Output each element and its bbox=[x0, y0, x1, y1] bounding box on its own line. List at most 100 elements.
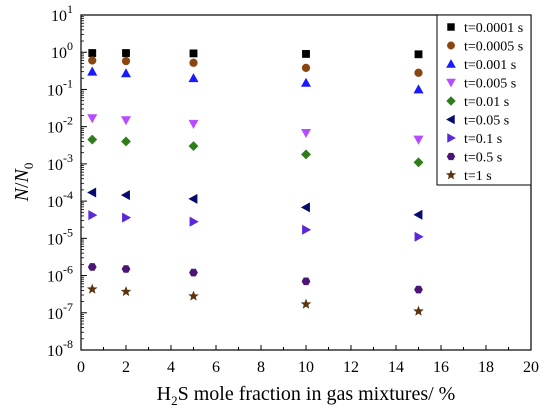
y-tick-base: 10 bbox=[47, 120, 63, 137]
legend-marker bbox=[446, 78, 456, 88]
data-point bbox=[414, 285, 423, 294]
data-point bbox=[301, 149, 311, 160]
data-points bbox=[86, 49, 424, 316]
y-tick-base: 10 bbox=[47, 306, 63, 323]
legend-label: t=0.5 s bbox=[464, 151, 502, 166]
y-tick-base: 10 bbox=[51, 45, 67, 62]
data-point bbox=[413, 209, 423, 220]
data-point bbox=[87, 134, 98, 145]
data-point bbox=[87, 66, 98, 76]
y-tick-exp: -5 bbox=[63, 225, 73, 239]
x-tick-label: 4 bbox=[167, 359, 175, 376]
y-axis-title-slash: / bbox=[11, 182, 33, 188]
y-tick-label: 10-1 bbox=[47, 76, 73, 99]
y-tick-exp: -7 bbox=[63, 300, 73, 314]
data-point bbox=[188, 193, 198, 204]
y-tick-exp: 0 bbox=[67, 39, 73, 53]
legend-label: t=0.0001 s bbox=[464, 21, 523, 36]
y-tick-exp: 1 bbox=[67, 2, 73, 16]
data-point bbox=[300, 298, 312, 309]
data-point bbox=[188, 141, 199, 152]
legend-label: t=1 s bbox=[464, 169, 492, 184]
x-tick-label: 10 bbox=[298, 359, 314, 376]
data-point bbox=[413, 84, 424, 94]
y-tick-label: 10-3 bbox=[47, 151, 73, 174]
y-tick-label: 10-8 bbox=[47, 337, 73, 360]
legend-marker bbox=[447, 133, 456, 143]
data-point bbox=[120, 116, 132, 126]
data-point bbox=[413, 135, 424, 145]
data-point bbox=[87, 114, 98, 124]
legend-label: t=0.01 s bbox=[464, 95, 509, 110]
data-point bbox=[413, 305, 424, 316]
y-tick-label: 10-5 bbox=[47, 225, 73, 248]
y-tick-label: 10-4 bbox=[47, 188, 73, 211]
y-tick-base: 10 bbox=[47, 82, 63, 99]
data-point bbox=[121, 265, 131, 273]
y-tick-exp: -6 bbox=[63, 263, 73, 277]
x-tick-label: 8 bbox=[257, 359, 265, 376]
legend-marker bbox=[446, 59, 456, 68]
data-point bbox=[301, 63, 311, 72]
x-tick-label: 0 bbox=[77, 359, 85, 376]
data-point bbox=[88, 49, 97, 57]
x-axis: 0 2 4 6 8 10 12 14 16 18 20 bbox=[77, 345, 539, 376]
x-axis-title: H2S mole fraction in gas mixtures/ % bbox=[157, 383, 456, 408]
y-tick-label: 10-7 bbox=[47, 300, 73, 323]
y-tick-base: 10 bbox=[47, 157, 63, 174]
x-axis-title-sub: 2 bbox=[171, 393, 178, 408]
data-point bbox=[122, 212, 132, 223]
legend: t=0.0001 s t=0.0005 s t=0.001 s t=0.005 s t=… bbox=[436, 14, 532, 186]
data-point bbox=[189, 49, 198, 58]
data-point bbox=[87, 263, 97, 271]
data-point bbox=[300, 202, 310, 213]
legend-marker bbox=[446, 114, 455, 125]
data-point bbox=[189, 268, 198, 277]
y-tick-label: 10-2 bbox=[47, 114, 73, 137]
data-point bbox=[188, 119, 199, 129]
x-tick-label: 14 bbox=[388, 359, 404, 376]
legend-label: t=0.005 s bbox=[464, 77, 516, 92]
y-axis-title-sub0: 0 bbox=[21, 163, 36, 170]
legend-label: t=0.0005 s bbox=[464, 40, 523, 55]
data-point bbox=[414, 231, 424, 242]
y-tick-label: 100 bbox=[51, 39, 73, 62]
data-point bbox=[120, 68, 132, 78]
data-point bbox=[302, 224, 312, 235]
data-point bbox=[188, 290, 199, 301]
x-axis-title-pre: H bbox=[157, 383, 171, 405]
x-axis-title-post: S mole fraction in gas mixtures/ % bbox=[178, 383, 456, 405]
data-point bbox=[414, 68, 423, 77]
data-point bbox=[88, 56, 97, 65]
y-axis-title-n0: N bbox=[11, 167, 33, 183]
data-point bbox=[189, 216, 199, 227]
legend-label: t=0.1 s bbox=[464, 132, 502, 147]
legend-label: t=0.05 s bbox=[464, 114, 509, 129]
legend-marker bbox=[445, 169, 457, 180]
y-tick-base: 10 bbox=[51, 8, 67, 25]
y-tick-exp: -8 bbox=[63, 337, 73, 351]
data-point bbox=[188, 73, 199, 83]
x-tick-label: 16 bbox=[433, 359, 449, 376]
data-point bbox=[414, 50, 423, 59]
x-tick-label: 12 bbox=[343, 359, 359, 376]
y-tick-base: 10 bbox=[47, 231, 63, 248]
data-point bbox=[88, 210, 98, 221]
data-point bbox=[120, 190, 130, 201]
data-point bbox=[121, 136, 131, 147]
data-point bbox=[300, 77, 312, 87]
y-axis-title-n: N bbox=[11, 186, 33, 202]
data-point bbox=[413, 157, 424, 168]
data-point bbox=[121, 56, 131, 66]
data-point bbox=[302, 50, 310, 58]
data-point bbox=[189, 58, 198, 67]
y-tick-label: 101 bbox=[51, 2, 73, 25]
y-tick-exp: -4 bbox=[63, 188, 73, 202]
data-point bbox=[300, 129, 312, 139]
data-point bbox=[86, 283, 98, 294]
legend-marker bbox=[447, 41, 455, 50]
legend-label: t=0.001 s bbox=[464, 58, 516, 73]
